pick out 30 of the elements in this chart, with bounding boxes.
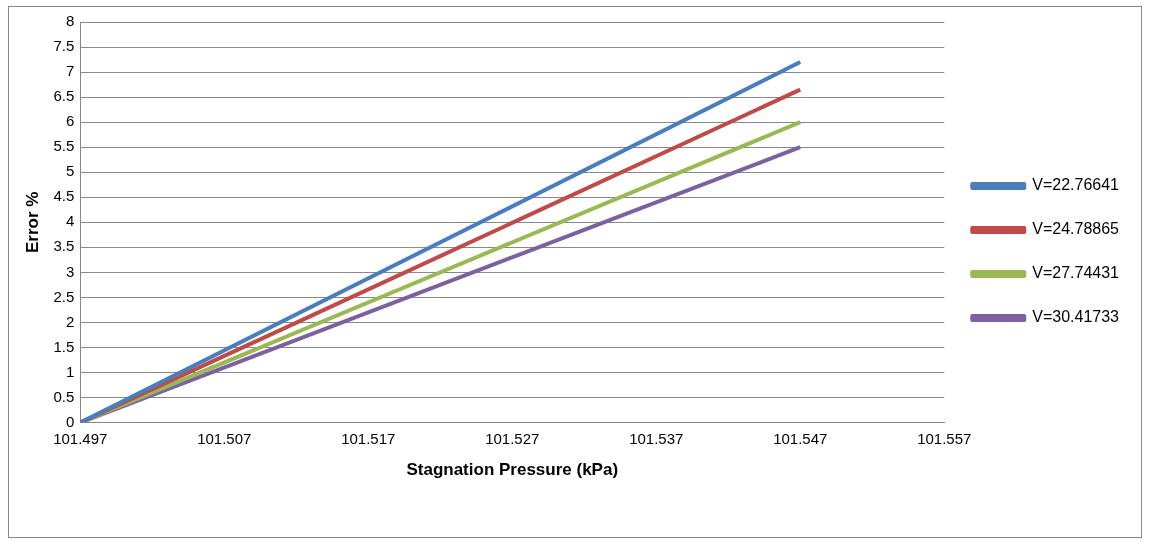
y-tick-label: 4.5 bbox=[53, 187, 75, 205]
y-tick-label: 3 bbox=[65, 262, 75, 280]
y-tick-label: 2 bbox=[65, 312, 75, 330]
y-tick-label: 7.5 bbox=[53, 37, 75, 55]
y-tick-label: 0.5 bbox=[53, 387, 75, 405]
x-tick-label: 101.557 bbox=[917, 429, 972, 447]
legend-label: V=30.41733 bbox=[1032, 308, 1120, 326]
y-tick-label: 3.5 bbox=[53, 237, 75, 255]
y-tick-label: 6.5 bbox=[53, 87, 75, 105]
y-tick-label: 5 bbox=[65, 162, 75, 180]
y-tick-label: 1.5 bbox=[53, 337, 75, 355]
x-tick-label: 101.497 bbox=[53, 429, 108, 447]
x-tick-label: 101.537 bbox=[629, 429, 684, 447]
y-tick-label: 0 bbox=[65, 412, 75, 430]
y-tick-label: 7 bbox=[65, 62, 75, 80]
legend-label: V=24.78865 bbox=[1032, 220, 1120, 238]
x-tick-label: 101.527 bbox=[485, 429, 540, 447]
y-tick-label: 1 bbox=[65, 362, 75, 380]
y-tick-label: 6 bbox=[65, 112, 75, 130]
x-tick-label: 101.547 bbox=[773, 429, 828, 447]
y-tick-label: 2.5 bbox=[53, 287, 75, 305]
legend-label: V=27.74431 bbox=[1032, 264, 1120, 282]
x-axis-title: Stagnation Pressure (kPa) bbox=[406, 460, 619, 480]
x-tick-label: 101.517 bbox=[341, 429, 396, 447]
y-tick-label: 8 bbox=[65, 12, 75, 30]
x-tick-label: 101.507 bbox=[197, 429, 252, 447]
y-tick-label: 4 bbox=[65, 212, 75, 230]
legend-label: V=22.76641 bbox=[1032, 176, 1120, 194]
y-tick-label: 5.5 bbox=[53, 137, 75, 155]
y-axis-title: Error % bbox=[22, 191, 42, 254]
